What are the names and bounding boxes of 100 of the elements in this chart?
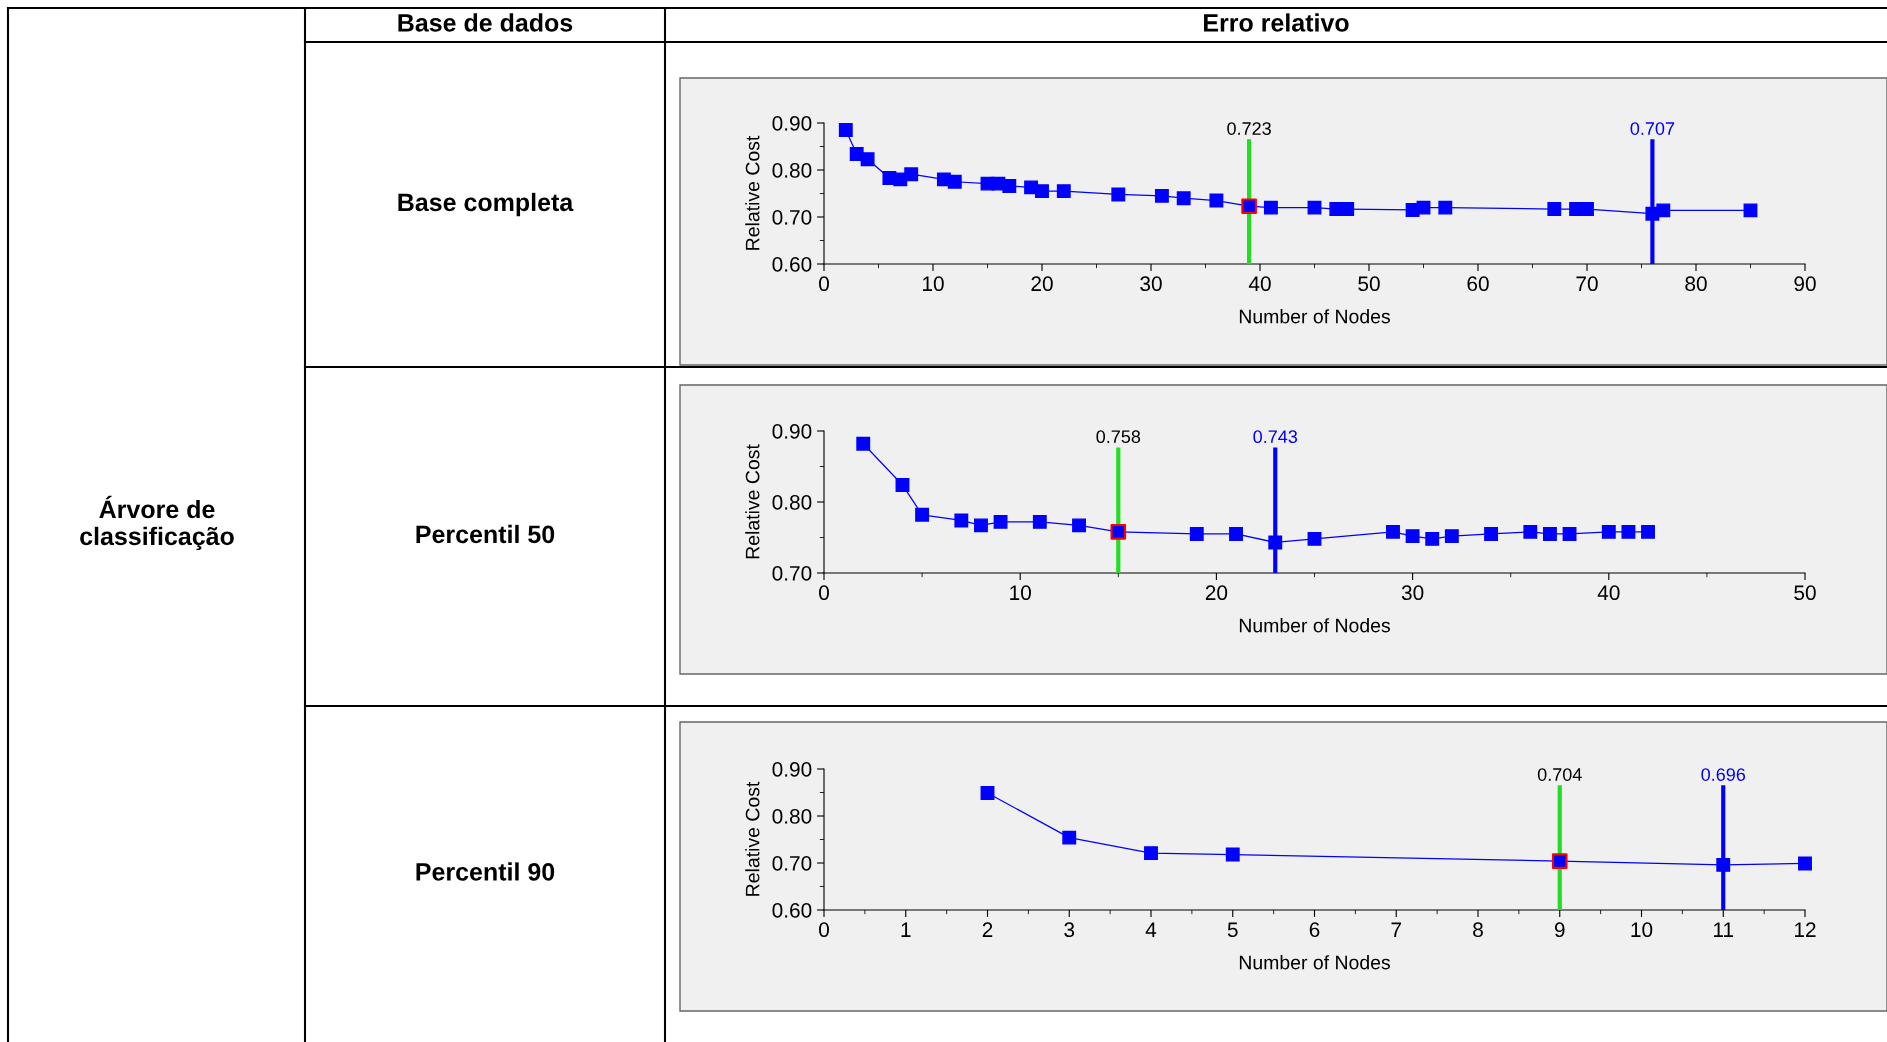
- text: Base de dados: [398, 13, 573, 32]
- point: [1144, 846, 1158, 861]
- point: [856, 436, 871, 451]
- y-tick-label: 0.80: [772, 809, 812, 824]
- point: [1072, 518, 1087, 533]
- point: [1484, 527, 1499, 541]
- text: Percentil 90: [416, 862, 555, 881]
- point: [1062, 830, 1077, 845]
- x-tick-label: 50: [1358, 276, 1380, 292]
- point: [974, 518, 988, 533]
- point: [1111, 187, 1126, 202]
- x-tick-label: 50: [1794, 585, 1816, 601]
- y-axis-title: Relative Cost: [745, 135, 760, 250]
- x-tick-label: 20: [1031, 276, 1053, 292]
- y-axis-title: Relative Cost: [745, 444, 760, 559]
- point: [1743, 203, 1758, 218]
- x-axis-title: Number of Nodes: [1239, 309, 1390, 324]
- point: [1035, 184, 1049, 199]
- x-tick-label: 11: [1714, 922, 1734, 937]
- x-tick-label: 0: [819, 922, 829, 938]
- point: [1438, 200, 1453, 215]
- point: [1405, 529, 1420, 544]
- x-tick-label: 1: [901, 922, 911, 937]
- point: [1641, 524, 1655, 539]
- point: [1176, 191, 1191, 206]
- point: [1523, 524, 1538, 539]
- point: [1002, 179, 1017, 193]
- x-tick-label: 0: [819, 276, 829, 292]
- x-tick-label: 40: [1248, 276, 1271, 292]
- point: [1056, 184, 1071, 199]
- point: [1189, 527, 1204, 541]
- y-tick-label: 0.90: [772, 424, 812, 439]
- point: [895, 478, 910, 492]
- x-tick-label: 60: [1467, 276, 1489, 292]
- x-tick-label: 4: [1145, 922, 1157, 937]
- y-tick-label: 0.60: [772, 903, 812, 918]
- x-tick-label: 30: [1401, 585, 1424, 601]
- point: [1547, 202, 1562, 216]
- x-tick-label: 5: [1227, 922, 1238, 938]
- point: [1656, 203, 1671, 218]
- annotation: 0.743: [1253, 430, 1298, 444]
- x-tick-label: 2: [982, 922, 993, 937]
- point: [1225, 847, 1240, 862]
- point: [1307, 531, 1322, 546]
- y-tick-label: 0.70: [772, 210, 812, 225]
- x-axis-title: Number of Nodes: [1239, 955, 1390, 970]
- annotation: 0.758: [1096, 430, 1141, 444]
- x-tick-label: 3: [1064, 922, 1075, 938]
- y-tick-label: 0.60: [772, 257, 812, 272]
- point: [860, 152, 875, 167]
- point: [838, 123, 853, 137]
- point: [1444, 529, 1459, 544]
- x-tick-label: 10: [923, 276, 944, 292]
- text: Base completa: [398, 192, 574, 217]
- point: [915, 507, 930, 522]
- point: [904, 167, 919, 182]
- text: Percentil 50: [416, 524, 555, 544]
- x-tick-label: 9: [1554, 922, 1565, 938]
- x-tick-label: 12: [1795, 922, 1816, 937]
- point: [1032, 514, 1047, 529]
- point: [1798, 856, 1812, 871]
- x-tick-label: 10: [1010, 585, 1031, 601]
- x-tick-label: 20: [1205, 585, 1228, 601]
- y-tick-label: 0.70: [772, 566, 812, 581]
- y-tick-label: 0.70: [772, 856, 812, 871]
- annotation: 0.704: [1537, 768, 1582, 781]
- point: [993, 514, 1008, 529]
- text: Árvore de classificação: [80, 495, 234, 551]
- point: [947, 174, 962, 189]
- x-tick-label: 10: [1631, 922, 1653, 938]
- text: Erro relativo: [1204, 13, 1349, 32]
- point: [1416, 200, 1431, 215]
- point: [1716, 857, 1731, 872]
- point: [1307, 200, 1322, 215]
- y-axis-title: Relative Cost: [745, 781, 760, 896]
- x-tick-label: 6: [1309, 922, 1320, 938]
- x-tick-label: 30: [1140, 276, 1162, 292]
- point: [1209, 193, 1224, 208]
- point: [1229, 527, 1243, 541]
- x-tick-label: 8: [1473, 922, 1483, 938]
- point: [1562, 527, 1577, 541]
- point: [1386, 524, 1400, 539]
- x-tick-label: 0: [819, 585, 829, 601]
- point: [1601, 524, 1616, 539]
- x-tick-label: 90: [1794, 276, 1816, 292]
- y-tick-label: 0.90: [772, 762, 812, 777]
- point: [1621, 524, 1636, 539]
- x-tick-label: 80: [1685, 276, 1707, 292]
- annotation: 0.707: [1630, 122, 1675, 135]
- x-tick-label: 40: [1597, 585, 1620, 601]
- point: [1542, 527, 1557, 541]
- point: [1154, 188, 1169, 203]
- y-tick-label: 0.90: [772, 116, 812, 131]
- x-axis-title: Number of Nodes: [1239, 618, 1390, 633]
- y-tick-label: 0.80: [772, 163, 812, 178]
- x-tick-label: 7: [1391, 922, 1401, 937]
- point: [1268, 535, 1283, 550]
- point: [1263, 200, 1278, 215]
- y-tick-label: 0.80: [772, 495, 812, 510]
- point: [954, 513, 969, 528]
